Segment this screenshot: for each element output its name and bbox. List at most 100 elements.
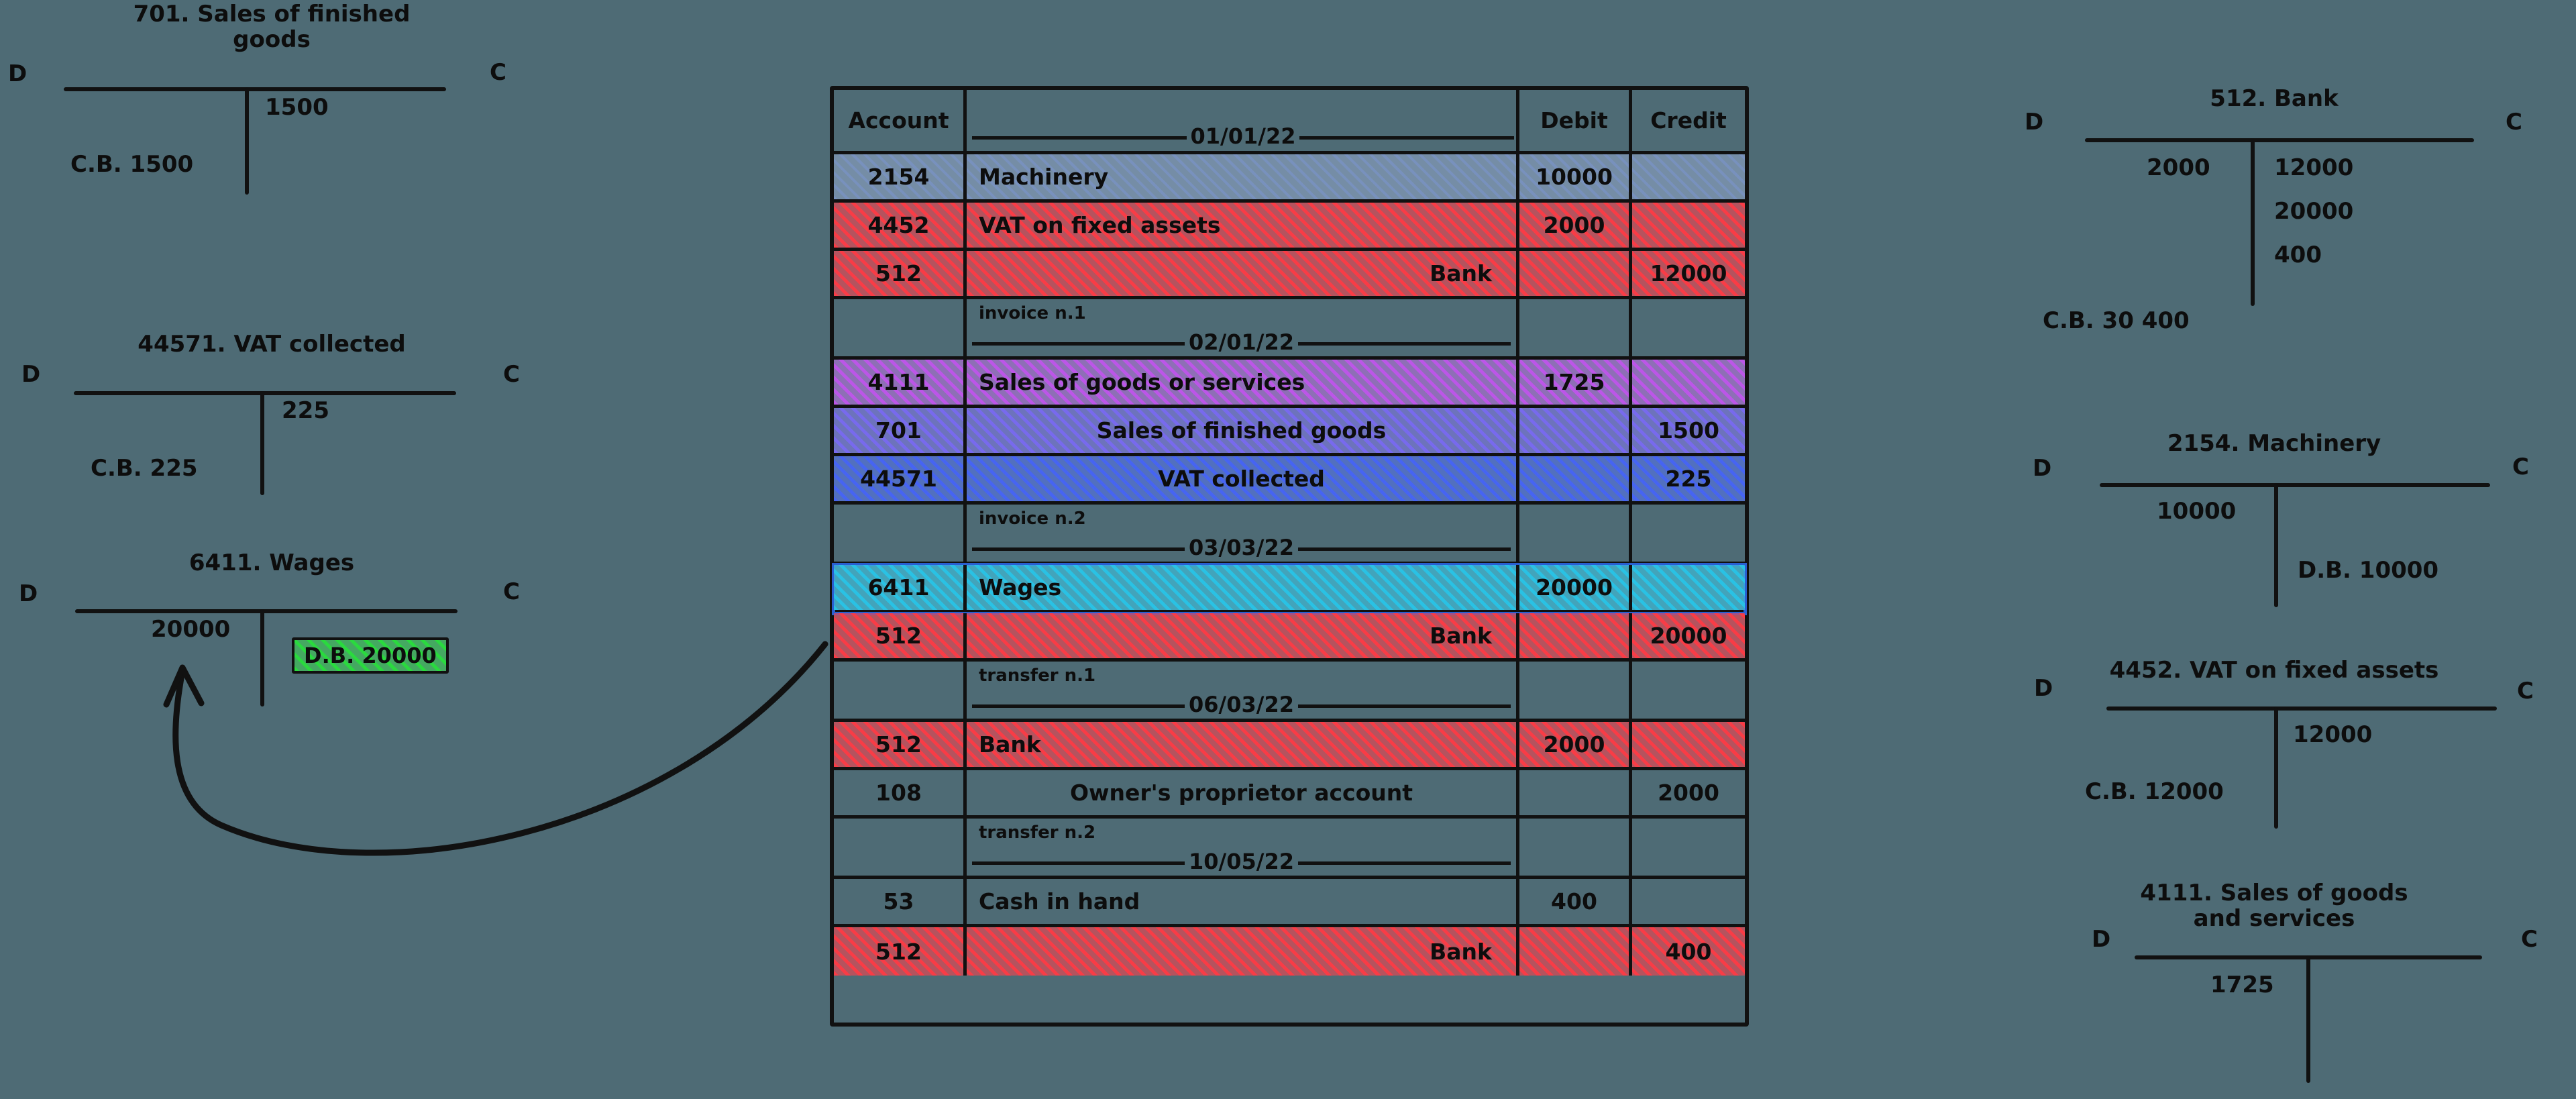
- journal-row-2154-machinery[interactable]: 2154 Machinery 10000: [834, 154, 1745, 203]
- taccount-4452-title: 4452. VAT on fixed assets: [2109, 657, 2439, 684]
- taccount-4452-vertical-rule: [2274, 706, 2278, 829]
- taccount-2154-vertical-rule: [2274, 483, 2278, 607]
- journal-account-code: 512: [875, 260, 922, 286]
- journal-row-512-bank-2000[interactable]: 512 Bank 2000: [834, 722, 1745, 770]
- journal-cell-label: Owner's proprietor account: [967, 770, 1519, 815]
- journal-cell-credit: [1632, 565, 1745, 610]
- journal-note-row-invoice-2: invoice n.2 03/03/22: [834, 505, 1745, 565]
- journal-cell-credit: 2000: [1632, 770, 1745, 815]
- journal-cell-label: VAT collected: [967, 456, 1519, 501]
- taccount-512-debit-side-label: D: [2025, 109, 2044, 136]
- taccount-512-credit-entry-0: 12000: [2274, 154, 2354, 181]
- journal-account-code: 701: [875, 417, 922, 443]
- journal-debit-value: 10000: [1536, 164, 1613, 190]
- journal-account-label: Bank: [979, 731, 1041, 757]
- journal-cell-credit: [1632, 360, 1745, 405]
- journal-account-code: 108: [875, 780, 922, 806]
- journal-entries-table[interactable]: Account Debit Credit 01/01/22 2154 Machi…: [830, 86, 1749, 1027]
- journal-cell-credit: 20000: [1632, 613, 1745, 658]
- journal-date-divider-2: 03/03/22: [967, 535, 1516, 560]
- taccount-4111-vertical-rule: [2306, 955, 2310, 1083]
- journal-cell-label: Bank: [967, 251, 1519, 296]
- journal-account-code: 6411: [867, 574, 930, 600]
- journal-account-code: 4452: [867, 212, 930, 238]
- journal-cell-debit: 400: [1519, 879, 1632, 924]
- journal-row-108-owners-proprietor-account[interactable]: 108 Owner's proprietor account 2000: [834, 770, 1745, 819]
- journal-credit-value: 2000: [1658, 780, 1719, 806]
- journal-account-label: Cash in hand: [979, 888, 1140, 914]
- journal-header-row: Account Debit Credit: [834, 90, 1745, 154]
- journal-cell-credit: 1500: [1632, 408, 1745, 453]
- journal-cell-debit: [1519, 770, 1632, 815]
- journal-cell-debit: [1519, 927, 1632, 976]
- taccount-2154-horizontal-rule: [2100, 483, 2490, 487]
- journal-account-label: Bank: [1430, 938, 1492, 965]
- taccount-701-title: 701. Sales of finished goods: [133, 1, 411, 54]
- taccount-2154: 2154. Machinery D C 10000 D.B. 10000: [2006, 423, 2542, 624]
- journal-cell-label: Bank: [967, 613, 1519, 658]
- journal-date-divider-3: 06/03/22: [967, 692, 1516, 717]
- taccount-701: 701. Sales of finished goods D C 1500 C.…: [7, 0, 537, 215]
- journal-row-53-cash-in-hand[interactable]: 53 Cash in hand 400: [834, 879, 1745, 927]
- journal-credit-value: 1500: [1658, 417, 1719, 443]
- journal-debit-value: 20000: [1536, 574, 1613, 600]
- journal-credit-value: 20000: [1650, 623, 1727, 649]
- journal-cell-account: 108: [834, 770, 967, 815]
- journal-account-code: 512: [875, 623, 922, 649]
- journal-cell-account: 512: [834, 251, 967, 296]
- journal-note-text: transfer n.2: [979, 823, 1096, 843]
- journal-header-account: Account: [834, 90, 967, 151]
- journal-row-44571-vat-collected[interactable]: 44571 VAT collected 225: [834, 456, 1745, 505]
- journal-account-label: Machinery: [979, 164, 1109, 190]
- journal-note-text: transfer n.1: [979, 666, 1096, 686]
- journal-row-512-bank-12000[interactable]: 512 Bank 12000: [834, 251, 1745, 299]
- journal-date-divider-4: 10/05/22: [967, 849, 1516, 874]
- journal-account-label: VAT on fixed assets: [979, 212, 1221, 238]
- journal-row-4452-vat-fixed-assets[interactable]: 4452 VAT on fixed assets 2000: [834, 203, 1745, 251]
- taccount-4452: 4452. VAT on fixed assets D C 12000 C.B.…: [2006, 651, 2542, 852]
- journal-cell-credit: 225: [1632, 456, 1745, 501]
- journal-cell-account: 512: [834, 613, 967, 658]
- taccount-512: 512. Bank D C 2000 12000 20000 400 C.B. …: [2006, 74, 2542, 342]
- journal-cell-label: Wages: [967, 565, 1519, 610]
- journal-credit-value: 400: [1665, 938, 1712, 965]
- journal-debit-value: 2000: [1543, 731, 1605, 757]
- journal-header-credit-label: Credit: [1650, 107, 1727, 134]
- journal-account-label: Bank: [1430, 623, 1492, 649]
- journal-cell-account: 4452: [834, 203, 967, 248]
- journal-cell-account: 44571: [834, 456, 967, 501]
- journal-cell-debit: [1519, 456, 1632, 501]
- journal-account-code: 512: [875, 938, 922, 965]
- journal-account-code: 53: [883, 888, 914, 914]
- journal-note-text: invoice n.1: [979, 303, 1086, 323]
- journal-debit-value: 400: [1551, 888, 1597, 914]
- journal-row-701-sales-finished-goods[interactable]: 701 Sales of finished goods 1500: [834, 408, 1745, 456]
- journal-date-divider-0: 01/01/22: [967, 123, 1519, 149]
- journal-header-account-label: Account: [848, 107, 949, 134]
- journal-header-credit: Credit: [1632, 90, 1745, 151]
- journal-account-label: Wages: [979, 574, 1062, 600]
- journal-cell-debit: 2000: [1519, 722, 1632, 767]
- taccount-701-vertical-rule: [245, 87, 249, 195]
- taccount-6411-title: 6411. Wages: [189, 550, 355, 576]
- journal-account-code: 44571: [860, 466, 937, 492]
- taccount-4452-debit-side-label: D: [2034, 675, 2053, 702]
- journal-date-0: 01/01/22: [1186, 123, 1300, 149]
- journal-debit-value: 2000: [1543, 212, 1605, 238]
- journal-account-code: 4111: [867, 369, 930, 395]
- journal-row-512-bank-20000[interactable]: 512 Bank 20000: [834, 613, 1745, 662]
- journal-row-4111-sales-goods-services[interactable]: 4111 Sales of goods or services 1725: [834, 360, 1745, 408]
- journal-cell-account: 6411: [834, 565, 967, 610]
- taccount-6411-credit-side-label: C: [503, 578, 520, 605]
- journal-note-text: invoice n.2: [979, 509, 1086, 529]
- journal-account-label: Bank: [1430, 260, 1492, 286]
- taccount-44571-vertical-rule: [260, 391, 264, 495]
- taccount-4111-debit-side-label: D: [2092, 926, 2111, 953]
- taccount-6411-vertical-rule: [260, 609, 264, 706]
- taccount-6411-debit-side-label: D: [19, 580, 38, 607]
- taccount-4452-credit-entry-0: 12000: [2293, 721, 2373, 748]
- journal-cell-debit: [1519, 613, 1632, 658]
- journal-row-512-bank-400[interactable]: 512 Bank 400: [834, 927, 1745, 976]
- taccount-4452-balance: C.B. 12000: [2085, 778, 2224, 805]
- journal-row-6411-wages[interactable]: 6411 Wages 20000: [832, 563, 1747, 615]
